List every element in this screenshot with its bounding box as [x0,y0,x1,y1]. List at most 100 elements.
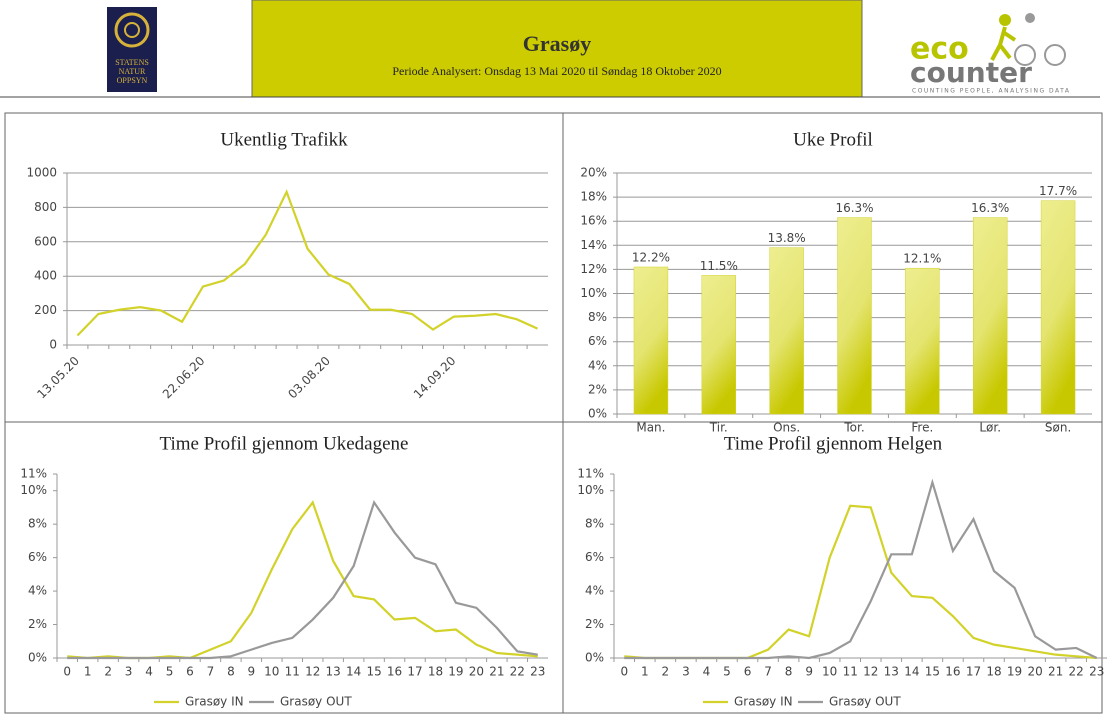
x-tick-label: 14 [346,665,361,679]
x-tick-label: 21 [1048,665,1063,679]
y-tick-label: 11% [20,467,47,481]
x-tick-label: 13.05.20 [34,354,82,402]
y-tick-label: 6% [28,550,47,564]
x-tick-label: 7 [207,665,215,679]
x-tick-label: Tir. [709,421,728,435]
logo-text: OPPSYN [117,76,148,85]
x-tick-label: 1 [84,665,92,679]
y-tick-label: 10% [577,483,604,497]
x-tick-label: Lør. [979,421,1001,435]
x-tick-label: 10 [264,665,279,679]
y-tick-label: 0% [28,651,47,665]
y-tick-label: 18% [580,190,607,204]
y-tick-label: 6% [585,550,604,564]
y-tick-label: 400 [34,269,57,283]
x-tick-label: 4 [703,665,711,679]
chart-title: Uke Profil [793,129,873,150]
x-tick-label: 8 [227,665,235,679]
y-tick-label: 8% [588,310,607,324]
logo-counter: counter [910,56,1032,89]
x-tick-label: 10 [822,665,837,679]
y-tick-label: 800 [34,200,57,214]
x-tick-label: 18 [986,665,1001,679]
y-tick-label: 10% [580,286,607,300]
x-tick-label: 15 [925,665,940,679]
y-tick-label: 4% [585,584,604,598]
x-tick-label: 0 [620,665,628,679]
logo-figure [1025,13,1035,23]
bar [633,266,669,415]
x-tick-label: 12 [305,665,320,679]
y-tick-label: 1000 [26,166,57,180]
series-line [67,499,538,660]
series-line [67,500,538,660]
x-tick-label: Fre. [911,421,933,435]
logo-tagline: COUNTING PEOPLE, ANALYSING DATA [912,88,1070,95]
chart-title: Ukentlig Trafikk [220,129,348,150]
header-title: Grasøy [523,31,591,56]
x-tick-label: 22 [510,665,525,679]
y-tick-label: 200 [34,303,57,317]
y-tick-label: 6% [588,334,607,348]
value-label: 13.8% [768,231,806,245]
bar [905,267,940,415]
bar [769,247,804,415]
header-band [251,0,863,98]
bar [701,275,736,415]
x-tick-label: 5 [723,665,731,679]
x-tick-label: 11 [843,665,858,679]
series-line [624,478,1098,660]
legend-label: Grasøy IN [185,695,244,709]
x-tick-label: Man. [636,421,665,435]
value-label: 17.7% [1039,184,1077,198]
x-tick-label: 03.08.20 [285,354,333,402]
x-tick-label: 18 [428,665,443,679]
series-line [76,189,538,337]
value-label: 11.5% [700,259,738,273]
value-label: 16.3% [971,201,1009,215]
x-tick-label: 21 [489,665,504,679]
logo-emblem [114,12,150,48]
y-tick-label: 12% [580,262,607,276]
x-tick-label: 7 [764,665,772,679]
x-tick-label: 2 [662,665,670,679]
x-tick-label: 19 [448,665,463,679]
y-tick-label: 14% [580,238,607,252]
legend-label: Grasøy OUT [280,695,352,709]
x-tick-label: 22.06.20 [160,354,208,402]
x-tick-label: 14 [904,665,919,679]
x-tick-label: 16 [945,665,960,679]
x-tick-label: 0 [63,665,71,679]
x-tick-label: 20 [469,665,484,679]
x-tick-label: 11 [285,665,300,679]
y-tick-label: 16% [580,214,607,228]
y-tick-label: 8% [585,517,604,531]
logo-text: STATENS [115,58,149,67]
value-label: 12.2% [632,250,670,264]
chart-title: Time Profil gjennom Helgen [724,433,943,454]
y-tick-label: 20% [580,166,607,180]
legend-label: Grasøy OUT [829,695,901,709]
x-tick-label: 20 [1027,665,1042,679]
bar [1040,200,1076,415]
header-subtitle: Periode Analysert: Onsdag 13 Mai 2020 ti… [392,64,721,78]
x-tick-label: 23 [1089,665,1104,679]
y-tick-label: 2% [585,617,604,631]
logo-figure [999,14,1011,26]
x-tick-label: 9 [805,665,813,679]
series-line [624,504,1097,660]
logo-figure [1044,44,1066,66]
x-tick-label: 19 [1007,665,1022,679]
bar [973,217,1008,415]
x-tick-label: 3 [125,665,133,679]
left-logo [107,7,157,92]
value-label: 12.1% [903,252,941,266]
y-tick-label: 4% [28,584,47,598]
x-tick-label: 17 [966,665,981,679]
x-tick-label: 23 [530,665,545,679]
y-tick-label: 2% [588,382,607,396]
panel-frame [4,112,1103,714]
logo-figure [990,26,1017,61]
y-tick-label: 2% [28,617,47,631]
